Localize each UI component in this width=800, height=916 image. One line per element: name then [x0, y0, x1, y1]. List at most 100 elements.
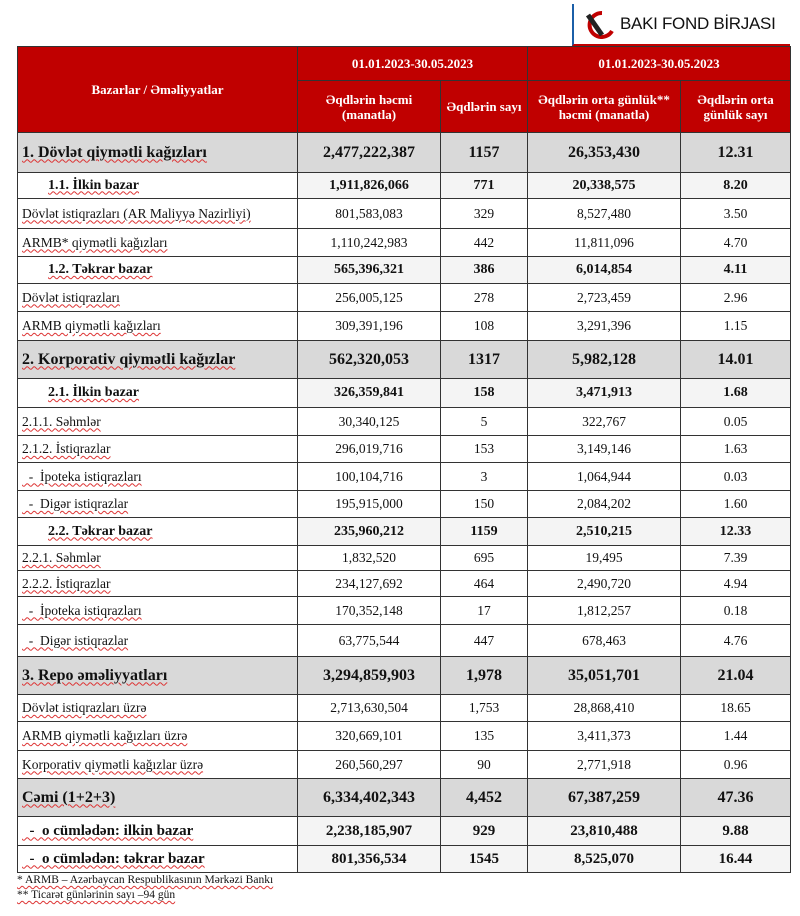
cell-value: 1.68 [680, 378, 791, 408]
cell-value: 1,812,257 [527, 596, 681, 625]
cell-value: 1.15 [680, 311, 791, 341]
footnote-text: ** Ticarət günlərinin sayı –94 gün [17, 889, 176, 901]
row-label: 2.2.2. İstiqrazlar [17, 570, 298, 597]
cell-value: 63,775,544 [297, 624, 441, 657]
table-row: 2.1. İlkin bazar 326,359,841 158 3,471,913 1… [17, 378, 791, 408]
cell-value: 464 [440, 570, 528, 597]
row-label: Cəmi (1+2+3) [17, 778, 298, 817]
row-label: Dövlət istiqrazları (AR Maliyyə Nazirliy… [17, 198, 298, 229]
row-label: ARMB qiymətli kağızları üzrə [17, 721, 298, 751]
cell-value: 7.39 [680, 545, 791, 571]
cell-value: 235,960,212 [297, 517, 441, 546]
cell-value: 26,353,430 [527, 132, 681, 173]
header-count: Əqdlərin sayı [440, 80, 528, 133]
cell-value: 16.44 [680, 845, 791, 873]
cell-value: 2,771,918 [527, 750, 681, 779]
cell-value: 108 [440, 311, 528, 341]
cell-value: 329 [440, 198, 528, 229]
header-avg-count: Əqdlərin orta günlük sayı [680, 80, 791, 133]
cell-value: 801,356,534 [297, 845, 441, 873]
cell-value: 28,868,410 [527, 694, 681, 722]
cell-value: 135 [440, 721, 528, 751]
row-label: 2.1.1. Səhmlər [17, 407, 298, 436]
cell-value: 2,238,185,907 [297, 816, 441, 846]
table-row: 1. Dövlət qiymətli kağızları 2,477,222,38… [17, 132, 791, 173]
row-label: - İpoteka istiqrazları [17, 596, 298, 625]
cell-value: 3,149,146 [527, 435, 681, 463]
row-label: - Digər istiqrazlar [17, 624, 298, 657]
cell-value: 3,294,859,903 [297, 656, 441, 695]
cell-value: 309,391,196 [297, 311, 441, 341]
footnote-armb: * ARMB – Azərbaycan Respublikasının Mərk… [17, 874, 273, 886]
row-label-text: 2.1. İlkin bazar [48, 385, 140, 400]
cell-value: 19,495 [527, 545, 681, 571]
cell-value: 2,713,630,504 [297, 694, 441, 722]
cell-value: 4.70 [680, 228, 791, 257]
header-markets: Bazarlar / Əməliyyatlar [17, 46, 298, 133]
cell-value: 4.94 [680, 570, 791, 597]
cell-value: 1159 [440, 517, 528, 546]
cell-value: 150 [440, 490, 528, 518]
row-label-text: Dövlət istiqrazları üzrə [22, 700, 147, 715]
cell-value: 322,767 [527, 407, 681, 436]
row-label-text: Cəmi (1+2+3) [22, 788, 116, 806]
cell-value: 0.18 [680, 596, 791, 625]
cell-value: 326,359,841 [297, 378, 441, 408]
row-label-text: Dövlət istiqrazları [22, 289, 120, 305]
table-row: Dövlət istiqrazları (AR Maliyyə Nazirliy… [17, 198, 791, 229]
cell-value: 565,396,321 [297, 256, 441, 284]
header-period-1: 01.01.2023-30.05.2023 [297, 46, 528, 81]
cell-value: 6,014,854 [527, 256, 681, 284]
table-row: Dövlət istiqrazları üzrə 2,713,630,504 1,7… [17, 694, 791, 722]
cell-value: 1.44 [680, 721, 791, 751]
header-period-2: 01.01.2023-30.05.2023 [527, 46, 791, 81]
cell-value: 929 [440, 816, 528, 846]
cell-value: 90 [440, 750, 528, 779]
cell-value: 1,978 [440, 656, 528, 695]
cell-value: 153 [440, 435, 528, 463]
cell-value: 6,334,402,343 [297, 778, 441, 817]
row-label-text: Dövlət istiqrazları (AR Maliyyə Nazirliy… [22, 205, 251, 221]
table-row: - Digər istiqrazlar 195,915,000 150 2,084,2… [17, 490, 791, 518]
cell-value: 1,832,520 [297, 545, 441, 571]
table-row: 1.2. Təkrar bazar 565,396,321 386 6,014,854… [17, 256, 791, 284]
cell-value: 1157 [440, 132, 528, 173]
cell-value: 3,471,913 [527, 378, 681, 408]
cell-value: 23,810,488 [527, 816, 681, 846]
cell-value: 442 [440, 228, 528, 257]
cell-value: 801,583,083 [297, 198, 441, 229]
cell-value: 0.05 [680, 407, 791, 436]
cell-value: 1,753 [440, 694, 528, 722]
cell-value: 296,019,716 [297, 435, 441, 463]
cell-value: 3,411,373 [527, 721, 681, 751]
baki-fond-birjasi-logo: BAKI FOND BİRJASI [572, 4, 790, 46]
cell-value: 4,452 [440, 778, 528, 817]
cell-value: 256,005,125 [297, 283, 441, 312]
row-label-text: ARMB qiymətli kağızları [22, 318, 161, 333]
cell-value: 12.33 [680, 517, 791, 546]
row-label: - Digər istiqrazlar [17, 490, 298, 518]
cell-value: 1545 [440, 845, 528, 873]
cell-value: 447 [440, 624, 528, 657]
table-row: ARMB* qiymətli kağızları 1,110,242,983 442… [17, 228, 791, 257]
row-label: 3. Repo əməliyyatları [17, 656, 298, 695]
row-label-text: - o cümlədən: ilkin bazar [22, 822, 194, 839]
cell-value: 8,525,070 [527, 845, 681, 873]
table-row: 2.1.1. Səhmlər 30,340,125 5 322,767 0.05 [17, 407, 791, 436]
cell-value: 47.36 [680, 778, 791, 817]
cell-value: 695 [440, 545, 528, 571]
cell-value: 20,338,575 [527, 172, 681, 199]
row-label: ARMB qiymətli kağızları [17, 311, 298, 341]
row-label: Korporativ qiymətli kağızlar üzrə [17, 750, 298, 779]
cell-value: 2,723,459 [527, 283, 681, 312]
cell-value: 3.50 [680, 198, 791, 229]
row-label-text: 2.2.1. Səhmlər [22, 550, 101, 565]
cell-value: 158 [440, 378, 528, 408]
cell-value: 4.76 [680, 624, 791, 657]
row-label-text: - Digər istiqrazlar [22, 496, 129, 511]
table-row: Korporativ qiymətli kağızlar üzrə 260,560… [17, 750, 791, 779]
header-volume: Əqdlərin həcmi (manatla) [297, 80, 441, 133]
cell-value: 562,320,053 [297, 340, 441, 379]
row-label: 1.1. İlkin bazar [17, 172, 298, 199]
row-label-text: 2.2. Təkrar bazar [48, 523, 153, 539]
